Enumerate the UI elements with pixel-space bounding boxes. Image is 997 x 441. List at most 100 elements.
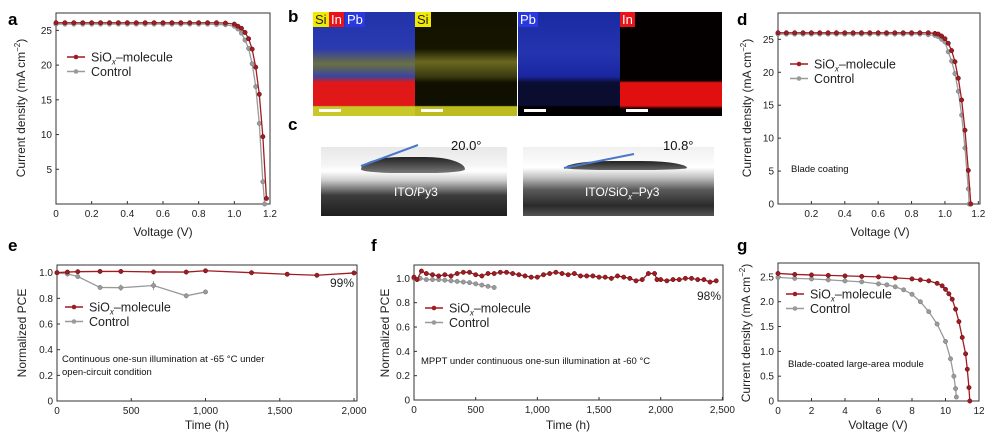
x-tick-label: 0 — [54, 406, 60, 417]
data-point-siox — [205, 20, 211, 26]
data-point-control — [479, 282, 485, 288]
data-point-control — [485, 283, 491, 289]
data-point-siox — [53, 20, 59, 26]
y-tick-label: 0 — [404, 396, 410, 407]
panel-letter-f: f — [371, 236, 377, 255]
data-point-siox — [602, 274, 608, 280]
data-point-control — [951, 373, 957, 379]
data-point-control — [909, 291, 915, 297]
data-point-control — [926, 309, 932, 315]
data-point-control — [901, 287, 907, 293]
data-point-siox — [949, 296, 955, 302]
y-axis-label-main: Normalized PCE — [15, 289, 29, 378]
data-point-control — [943, 338, 948, 344]
legend-siox-sub: x — [111, 58, 117, 67]
legend-siox-sub: x — [109, 308, 115, 317]
x-axis-label: Time (h) — [546, 418, 590, 432]
y-tick-label: 2.5 — [760, 272, 774, 283]
legend-siox-sub: x — [834, 65, 840, 74]
retention-label: 99% — [330, 276, 354, 290]
data-point-siox — [825, 272, 831, 278]
data-point-control — [118, 285, 124, 291]
panel-letter-c: c — [288, 115, 297, 134]
annotation-text: Blade coating — [791, 164, 849, 175]
y-tick-label: 0.6 — [396, 323, 410, 334]
legend-siox-main: SiO — [89, 301, 110, 315]
annotation-text: Blade-coated large-area module — [788, 359, 924, 370]
legend-label-control: Control — [810, 302, 850, 316]
data-point-control — [825, 277, 831, 283]
legend-label-control: Control — [91, 65, 131, 79]
y-tick-label: 10 — [763, 134, 775, 145]
legend-siox-rest: –molecule — [114, 301, 171, 315]
series-siox — [411, 268, 719, 285]
droplet — [361, 157, 465, 173]
data-point-siox — [183, 269, 189, 275]
y-axis-label-sup: −2 — [13, 42, 22, 52]
x-tick-label: 1.2 — [971, 209, 985, 220]
data-point-siox — [859, 30, 864, 36]
series-line-siox — [413, 270, 717, 283]
data-point-control — [948, 356, 953, 362]
data-point-siox — [565, 272, 571, 278]
data-point-siox — [97, 268, 103, 274]
data-point-control — [892, 284, 898, 290]
scale-bar — [626, 109, 648, 112]
data-point-siox — [242, 29, 248, 35]
y-tick-label: 0.4 — [396, 347, 410, 358]
x-tick-label: 0 — [53, 209, 59, 220]
data-point-siox — [151, 20, 157, 26]
data-point-siox — [504, 269, 509, 275]
plot-frame — [56, 264, 358, 402]
x-tick-label: 0 — [775, 406, 781, 417]
data-point-siox — [547, 271, 553, 276]
scale-bar — [421, 109, 443, 112]
data-point-control — [203, 289, 208, 295]
data-point-siox — [917, 30, 923, 36]
data-point-siox — [949, 48, 955, 53]
legend-label-siox: SiOx–molecule — [91, 51, 173, 67]
data-point-siox — [235, 23, 241, 29]
data-point-siox — [578, 273, 583, 279]
legend-label-siox: SiOx–molecule — [89, 301, 171, 317]
data-point-siox — [263, 195, 269, 201]
y-axis-label: Current density (mA cm−2) — [739, 39, 754, 178]
legend-marker-siox — [73, 54, 79, 60]
data-point-control — [884, 282, 890, 288]
data-point-siox — [892, 275, 898, 281]
data-point-siox — [695, 277, 701, 283]
data-point-siox — [842, 30, 848, 36]
data-point-control — [467, 280, 472, 286]
data-point-siox — [497, 269, 503, 275]
eds-map-0: Si In Pb — [313, 12, 415, 116]
data-point-siox — [676, 277, 682, 283]
data-point-siox — [966, 385, 972, 391]
data-point-siox — [559, 271, 565, 276]
x-tick-label: 0.8 — [192, 209, 206, 220]
y-tick-label: 25 — [763, 35, 775, 46]
y-tick-label: 0 — [768, 397, 774, 408]
data-point-siox — [249, 46, 255, 52]
data-point-control — [454, 278, 460, 284]
data-point-siox — [64, 269, 70, 275]
x-tick-label: 500 — [123, 406, 140, 417]
data-point-siox — [615, 273, 620, 279]
data-point-siox — [160, 20, 166, 26]
data-point-siox — [955, 75, 961, 81]
data-point-siox — [621, 274, 627, 280]
y-tick-label: 15 — [41, 95, 53, 106]
data-point-control — [876, 281, 881, 287]
data-point-siox — [892, 30, 898, 36]
data-point-siox — [939, 283, 945, 289]
x-axis-label: Voltage (V) — [850, 225, 909, 239]
data-point-siox — [222, 20, 228, 26]
data-point-siox — [351, 270, 357, 276]
panel-letter-d: d — [737, 10, 747, 29]
data-point-control — [953, 394, 959, 400]
data-point-siox — [414, 277, 420, 283]
x-tick-label: 1,500 — [267, 406, 292, 417]
data-point-siox — [89, 20, 95, 26]
legend-siox-rest: –molecule — [116, 51, 173, 65]
data-point-control — [448, 278, 454, 284]
droplet — [565, 161, 687, 170]
